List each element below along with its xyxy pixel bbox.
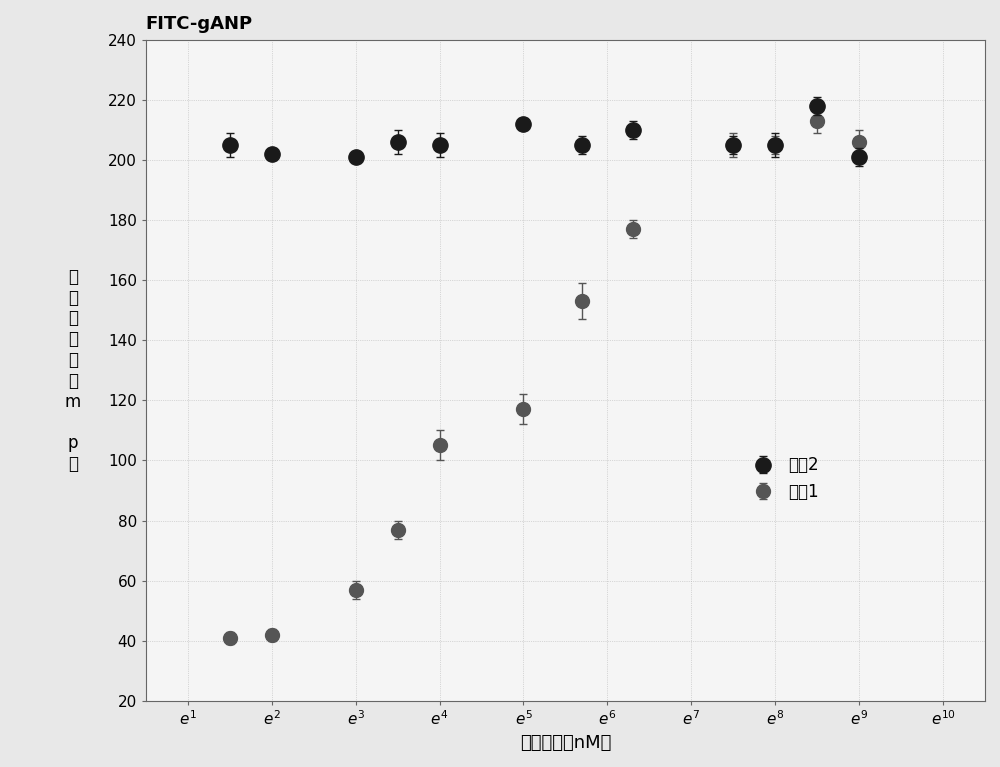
X-axis label: 样品浓度（nM）: 样品浓度（nM） <box>520 734 611 752</box>
Text: FITC-gANP: FITC-gANP <box>146 15 253 33</box>
Y-axis label: 极
化
荧
光
值
（
m

p
（: 极 化 荧 光 值 （ m p （ <box>65 268 81 473</box>
Legend: 样品2, 样品1: 样品2, 样品1 <box>740 449 826 508</box>
